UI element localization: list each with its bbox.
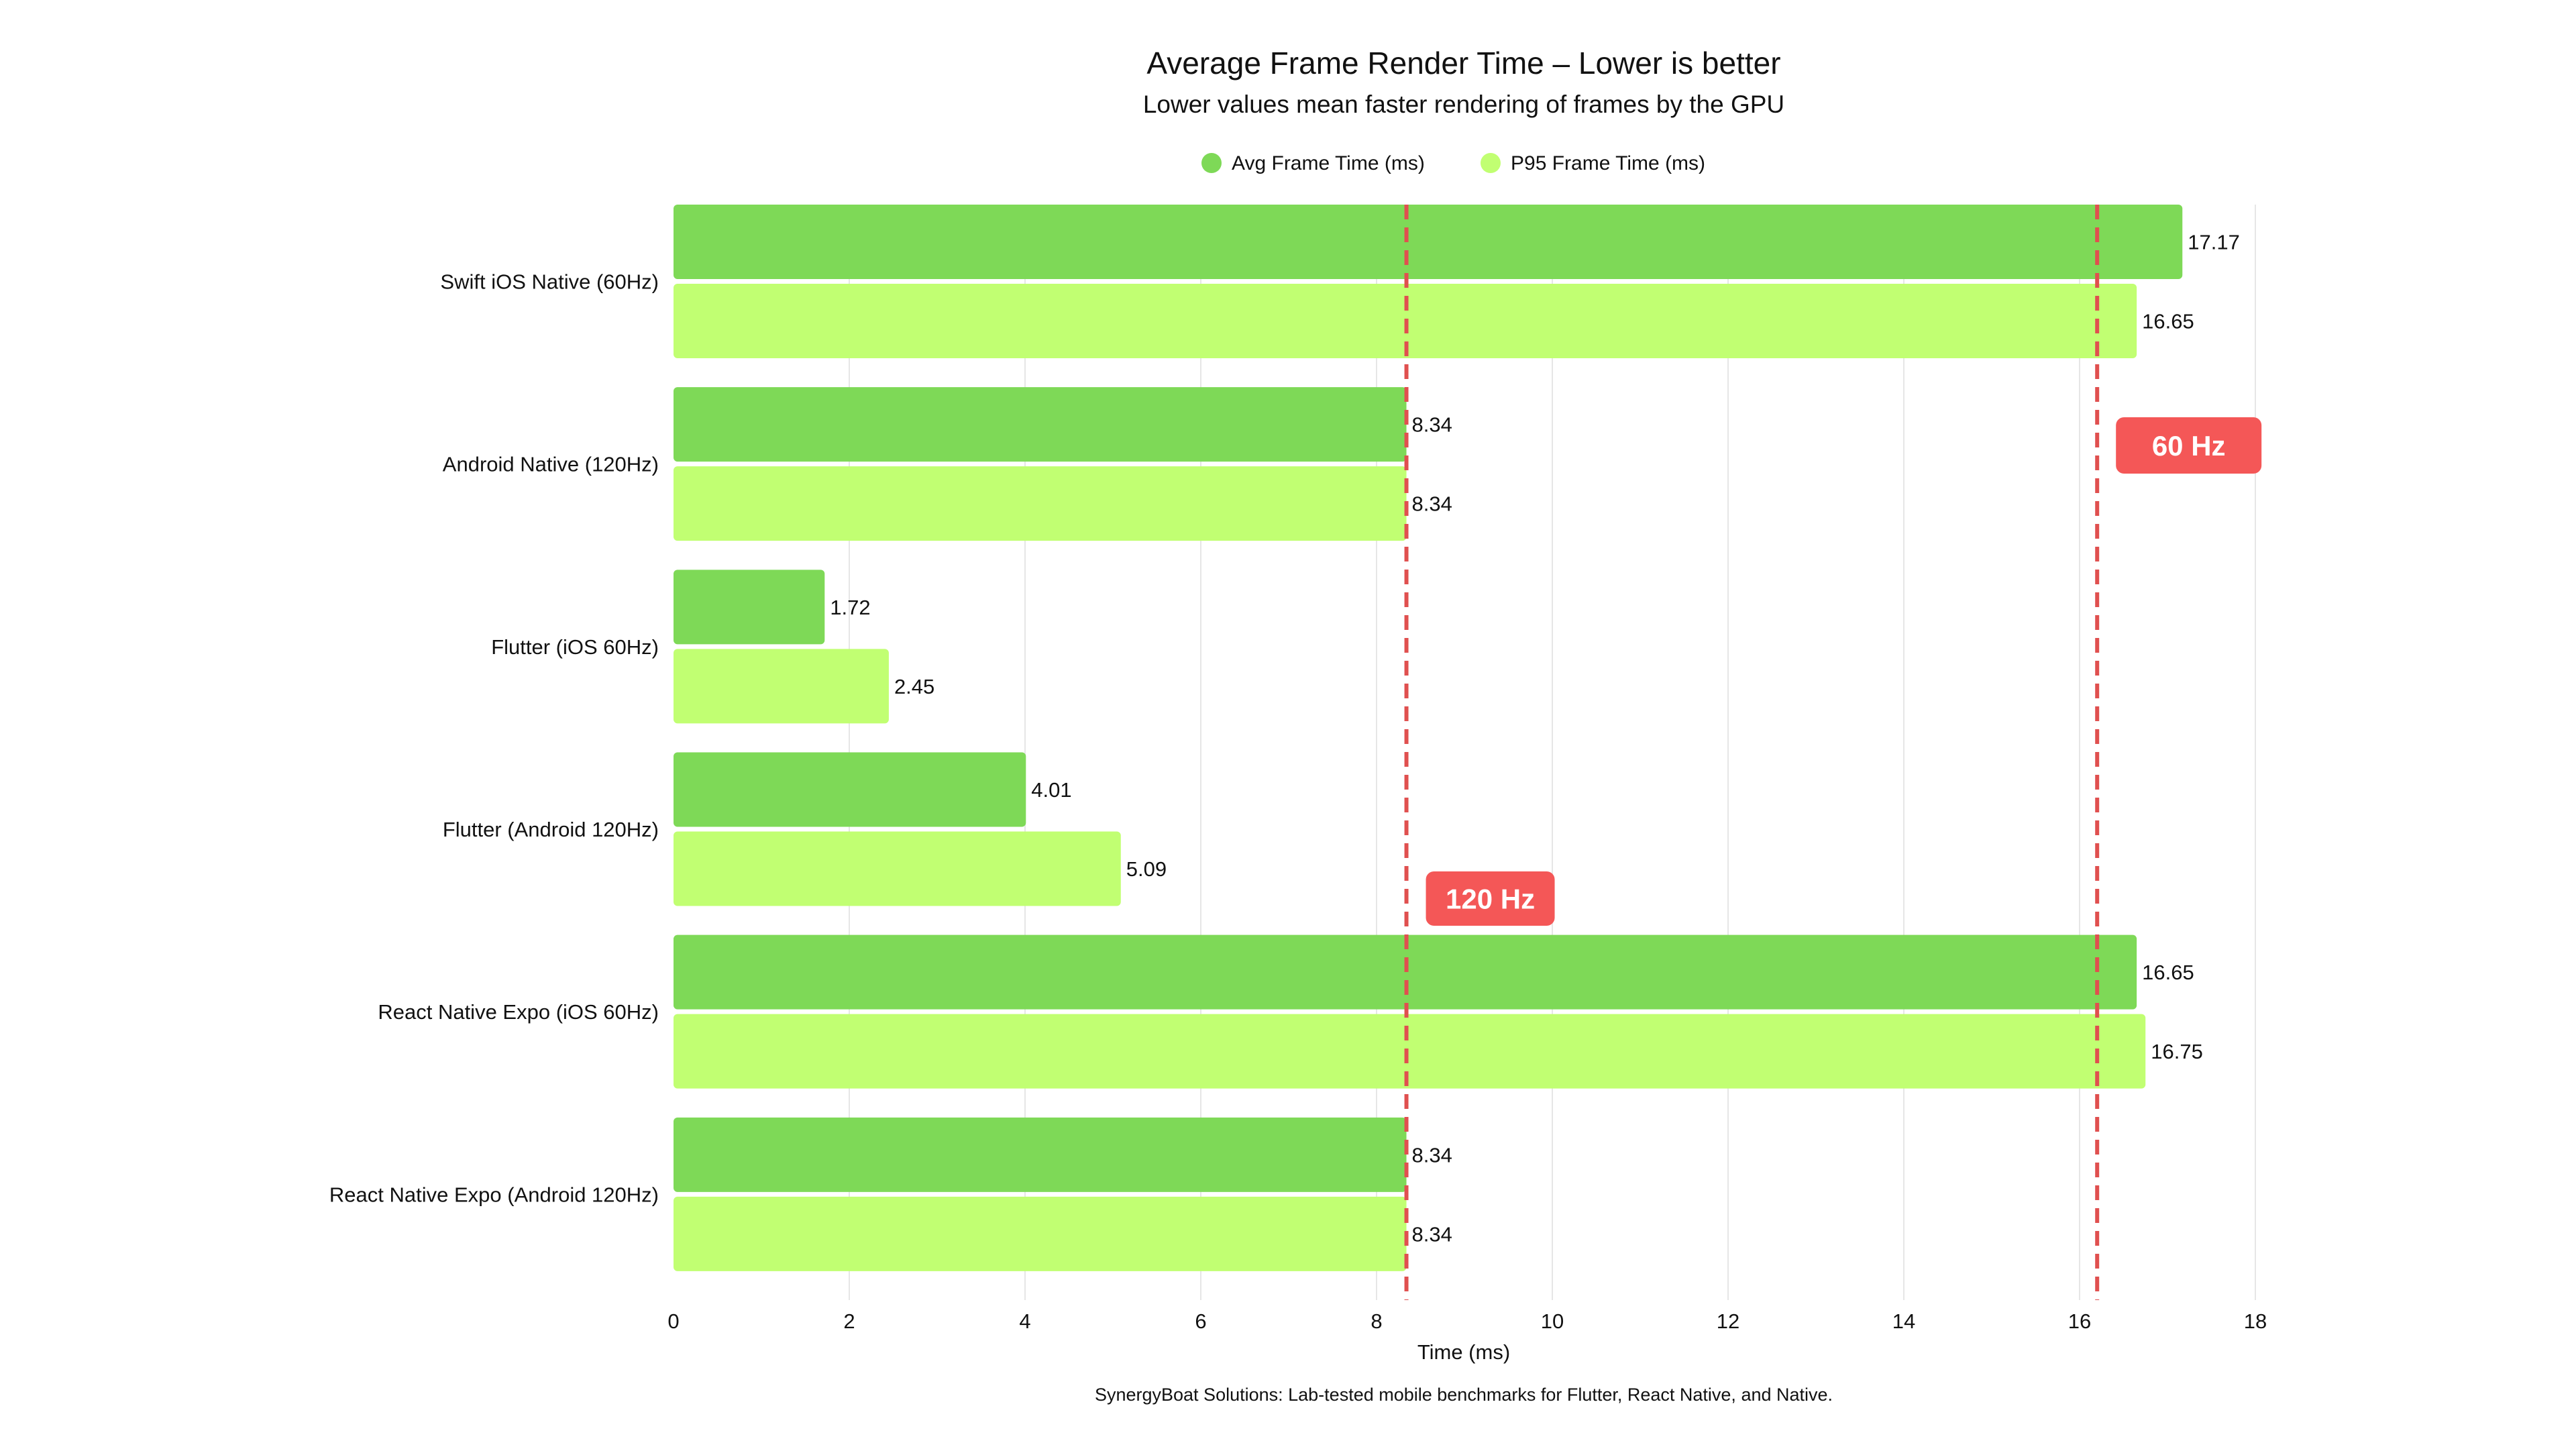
y-axis: Swift iOS Native (60Hz) Android Native (1… xyxy=(329,270,659,1207)
x-tick-label: 6 xyxy=(1195,1309,1206,1333)
chart-title: Average Frame Render Time – Lower is bet… xyxy=(1146,46,1780,80)
bars: 17.17 16.65 8.34 8.34 1.72 2.45 4.01 5.09 16.65 1… xyxy=(674,205,2240,1271)
reference-badge xyxy=(1426,871,1555,926)
bar-value-label: 16.65 xyxy=(2142,961,2194,984)
x-tick-label: 16 xyxy=(2068,1309,2091,1333)
x-tick-label: 12 xyxy=(1717,1309,1739,1333)
category-label: Swift iOS Native (60Hz) xyxy=(440,270,659,294)
x-tick-label: 8 xyxy=(1371,1309,1382,1333)
bar xyxy=(674,1117,1407,1192)
bar-value-label: 4.01 xyxy=(1031,778,1071,802)
x-tick-label: 0 xyxy=(667,1309,679,1333)
bar-value-label: 17.17 xyxy=(2188,231,2240,254)
legend: Avg Frame Time (ms) P95 Frame Time (ms) xyxy=(1201,152,1705,174)
reference-badge-label: 120 Hz xyxy=(1446,883,1535,915)
bar-value-label: 8.34 xyxy=(1412,413,1452,437)
category-label: Android Native (120Hz) xyxy=(443,453,659,476)
footer-note: SynergyBoat Solutions: Lab-tested mobile… xyxy=(1095,1385,1833,1405)
bar xyxy=(674,1014,2146,1089)
reference-badge xyxy=(2116,417,2262,474)
bar xyxy=(674,831,1121,906)
x-axis: 0 2 4 6 8 10 12 14 16 18 xyxy=(667,1309,2267,1333)
bar-value-label: 2.45 xyxy=(894,675,934,698)
legend-marker xyxy=(1201,153,1222,173)
category-label: React Native Expo (Android 120Hz) xyxy=(329,1183,659,1206)
legend-marker xyxy=(1481,153,1501,173)
category-label: Flutter (iOS 60Hz) xyxy=(491,635,659,659)
chart-subtitle: Lower values mean faster rendering of fr… xyxy=(1143,91,1784,118)
bar-value-label: 16.65 xyxy=(2142,310,2194,333)
reference-lines: 120 Hz 60 Hz xyxy=(1404,205,2262,1300)
x-tick-label: 2 xyxy=(843,1309,855,1333)
bar-value-label: 8.34 xyxy=(1412,492,1452,516)
category-label: React Native Expo (iOS 60Hz) xyxy=(378,1000,659,1024)
x-tick-label: 4 xyxy=(1019,1309,1030,1333)
x-tick-label: 18 xyxy=(2244,1309,2267,1333)
bar xyxy=(674,570,825,645)
reference-badge-label: 60 Hz xyxy=(2152,430,2226,462)
legend-label: Avg Frame Time (ms) xyxy=(1232,152,1425,174)
bar-value-label: 5.09 xyxy=(1126,857,1167,881)
bar xyxy=(674,934,2137,1010)
bar xyxy=(674,387,1407,462)
bar-value-label: 16.75 xyxy=(2151,1040,2203,1063)
bar-value-label: 1.72 xyxy=(830,596,870,619)
bar-value-label: 8.34 xyxy=(1412,1143,1452,1167)
bar xyxy=(674,752,1026,827)
legend-label: P95 Frame Time (ms) xyxy=(1511,152,1705,174)
x-axis-label: Time (ms) xyxy=(1417,1340,1510,1364)
x-tick-label: 10 xyxy=(1541,1309,1564,1333)
bar xyxy=(674,205,2183,279)
x-tick-label: 14 xyxy=(1892,1309,1915,1333)
bar xyxy=(674,466,1407,541)
bar xyxy=(674,1196,1407,1271)
category-label: Flutter (Android 120Hz) xyxy=(443,818,659,841)
bar xyxy=(674,649,889,724)
bar-value-label: 8.34 xyxy=(1412,1222,1452,1246)
